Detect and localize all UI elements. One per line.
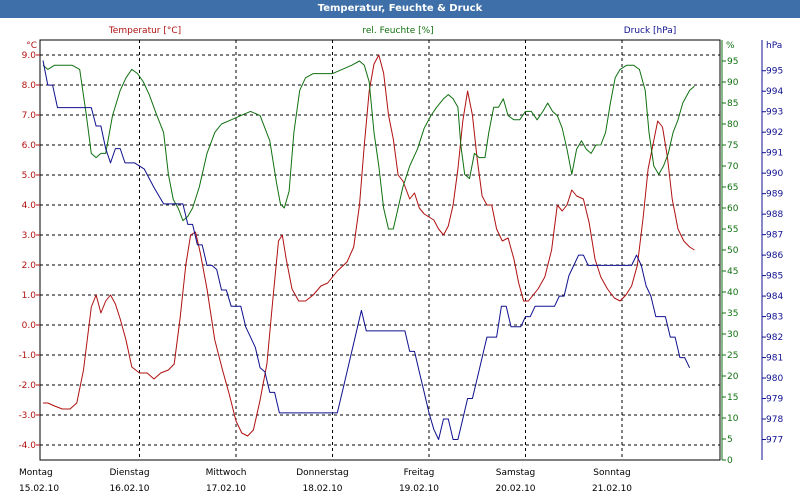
x-tick-day: Donnerstag — [296, 468, 349, 478]
pressure-tick-label: 995 — [766, 67, 783, 77]
temperature-tick-label: -2.0 — [18, 381, 36, 391]
pressure-tick-label: 981 — [766, 354, 783, 364]
humidity-tick-label: 35 — [727, 309, 738, 319]
pressure-tick-label: 993 — [766, 108, 783, 118]
humidity-tick-label: 45 — [727, 267, 738, 277]
humidity-tick-label: 60 — [727, 204, 739, 214]
temperature-tick-label: 3.0 — [22, 231, 37, 241]
humidity-tick-label: 95 — [727, 57, 738, 67]
pressure-tick-label: 977 — [766, 436, 783, 446]
pressure-tick-label: 992 — [766, 128, 783, 138]
humidity-tick-label: 25 — [727, 351, 738, 361]
humidity-tick-label: 20 — [727, 372, 739, 382]
pressure-tick-label: 978 — [766, 415, 783, 425]
pressure-tick-label: 982 — [766, 333, 783, 343]
humidity-tick-label: 75 — [727, 141, 738, 151]
x-tick-date: 21.02.10 — [592, 484, 632, 494]
temperature-tick-label: 4.0 — [22, 201, 37, 211]
plot-area — [39, 39, 721, 461]
window-title: Temperatur, Feuchte & Druck — [0, 0, 800, 18]
pressure-tick-label: 994 — [766, 87, 783, 97]
humidity-tick-label: 10 — [727, 414, 739, 424]
temperature-tick-label: -1.0 — [18, 351, 36, 361]
temperature-tick-label: 2.0 — [22, 261, 37, 271]
pressure-tick-label: 988 — [766, 210, 783, 220]
humidity-tick-label: 0 — [727, 456, 733, 466]
x-tick-date: 20.02.10 — [495, 484, 535, 494]
pressure-tick-label: 984 — [766, 292, 783, 302]
humidity-tick-label: 40 — [727, 288, 739, 298]
humidity-axis-label: rel. Feuchte [%] — [362, 26, 433, 36]
x-tick-day: Montag — [19, 468, 53, 478]
pressure-tick-label: 986 — [766, 251, 783, 261]
humidity-tick-label: 5 — [727, 435, 733, 445]
humidity-tick-label: 15 — [727, 393, 738, 403]
series-line-humidity — [42, 60, 695, 230]
x-tick-day: Sonntag — [593, 468, 630, 478]
temperature-tick-label: 9.0 — [22, 51, 37, 61]
pressure-tick-label: 979 — [766, 395, 783, 405]
pressure-tick-label: 983 — [766, 313, 783, 323]
humidity-tick-label: 30 — [727, 330, 739, 340]
pressure-tick-label: 990 — [766, 169, 783, 179]
pressure-axis-label: Druck [hPa] — [624, 26, 677, 36]
x-tick-day: Mittwoch — [206, 468, 247, 478]
temperature-tick-label: -3.0 — [18, 411, 36, 421]
x-tick-day: Dienstag — [109, 468, 149, 478]
temperature-tick-label: 5.0 — [22, 171, 37, 181]
pressure-tick-label: 985 — [766, 272, 783, 282]
x-tick-date: 19.02.10 — [399, 484, 439, 494]
temperature-tick-label: 7.0 — [22, 111, 37, 121]
humidity-tick-label: 85 — [727, 99, 738, 109]
humidity-tick-label: 50 — [727, 246, 739, 256]
temperature-tick-label: 6.0 — [22, 141, 37, 151]
x-tick-date: 18.02.10 — [302, 484, 342, 494]
series-line-temperature — [43, 54, 695, 437]
x-tick-date: 16.02.10 — [109, 484, 149, 494]
pressure-tick-label: 989 — [766, 190, 783, 200]
temperature-axis-label: Temperatur [°C] — [108, 26, 181, 36]
temperature-tick-label: 1.0 — [22, 291, 37, 301]
pressure-tick-label: 987 — [766, 231, 783, 241]
pressure-unit: hPa — [766, 41, 782, 51]
temperature-unit: °C — [26, 41, 37, 51]
x-tick-date: 17.02.10 — [206, 484, 246, 494]
temperature-tick-label: 8.0 — [22, 81, 37, 91]
x-tick-date: 15.02.10 — [19, 484, 59, 494]
x-tick-day: Freitag — [404, 468, 435, 478]
humidity-tick-label: 80 — [727, 120, 739, 130]
temperature-tick-label: 0.0 — [22, 321, 37, 331]
humidity-tick-label: 55 — [727, 225, 738, 235]
pressure-tick-label: 980 — [766, 374, 783, 384]
humidity-tick-label: 70 — [727, 162, 739, 172]
x-tick-day: Samstag — [496, 468, 535, 478]
humidity-unit: % — [726, 41, 735, 51]
humidity-tick-label: 65 — [727, 183, 738, 193]
humidity-tick-label: 90 — [727, 78, 739, 88]
series-line-pressure — [42, 60, 691, 440]
temperature-tick-label: -4.0 — [18, 441, 36, 451]
pressure-tick-label: 991 — [766, 149, 783, 159]
